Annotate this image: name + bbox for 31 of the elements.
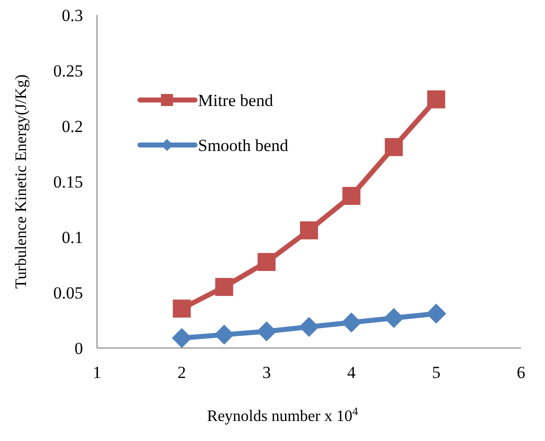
point [384, 138, 403, 156]
point [172, 328, 192, 348]
point [341, 312, 362, 332]
x-axis-title: Reynolds number x 10$^{4}$ [207, 406, 358, 425]
x-tick-label: 4 [347, 363, 356, 382]
y-tick-label: 0.15 [53, 172, 83, 192]
legend-label: Mitre bend [198, 90, 274, 110]
point [427, 90, 446, 108]
y-tick-label: 0.2 [62, 116, 83, 136]
point [342, 186, 360, 205]
x-tick-label: 5 [432, 363, 440, 382]
point [384, 308, 404, 328]
x-tick-label: 2 [178, 363, 186, 382]
point [172, 300, 191, 318]
x-tick-label: 6 [516, 363, 526, 382]
point [258, 252, 276, 271]
point [299, 316, 319, 337]
point [214, 324, 234, 345]
legend-label: Smooth bend [198, 136, 289, 155]
y-tick-label: 0.1 [62, 228, 83, 247]
x-tick-label: 1 [92, 363, 102, 382]
y-tick-label: 0.3 [62, 6, 83, 25]
x-tick-label: 3 [262, 363, 271, 382]
y-tick-label: 0 [74, 338, 83, 358]
point [426, 304, 446, 324]
y-axis-title: Turbulence Kinetic Energy(J/Kg) [13, 74, 30, 289]
y-tick-label: 0.25 [53, 61, 83, 80]
y-tick-label: 0.05 [53, 283, 83, 302]
point [215, 278, 234, 296]
point [256, 321, 277, 342]
point [300, 221, 318, 240]
